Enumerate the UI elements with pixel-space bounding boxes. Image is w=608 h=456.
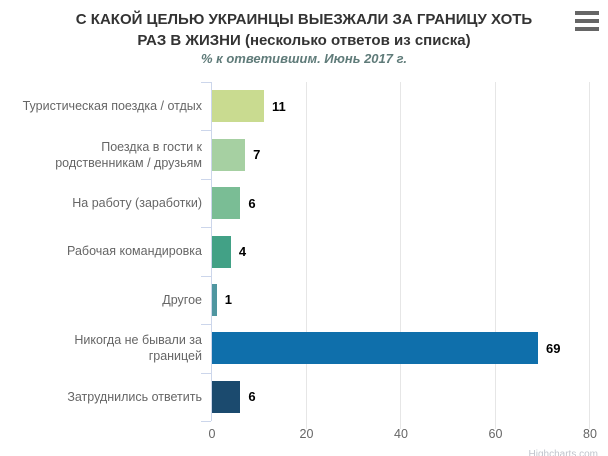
- category-label: Рабочая командировка: [0, 227, 202, 275]
- y-axis-tick: [201, 276, 211, 277]
- bar[interactable]: [212, 235, 231, 268]
- value-label: 6: [248, 389, 256, 405]
- value-label: 4: [238, 243, 247, 259]
- category-label-line: Затруднились ответить: [67, 389, 202, 404]
- value-label: 11: [271, 98, 286, 114]
- x-axis-tick-label: 20: [299, 427, 314, 441]
- chart-title: С КАКОЙ ЦЕЛЬЮ УКРАИНЦЫ ВЫЕЗЖАЛИ ЗА ГРАНИ…: [0, 9, 608, 51]
- category-label: Поездка в гости к родственникам / друзьям: [0, 130, 202, 178]
- value-label: 69: [546, 340, 561, 356]
- hamburger-icon-bar: [575, 11, 599, 15]
- y-axis-line: [211, 82, 212, 421]
- category-label-line: Никогда не бывали за: [74, 333, 202, 348]
- y-axis-tick: [201, 179, 211, 180]
- y-axis-tick: [201, 421, 211, 422]
- x-axis-tick-label: 60: [488, 427, 503, 441]
- category-label: Туристическая поездка / отдых: [0, 82, 202, 130]
- category-label-line: Рабочая командировка: [67, 244, 202, 259]
- bar[interactable]: [212, 90, 264, 123]
- y-axis-tick: [201, 324, 211, 325]
- export-menu-button[interactable]: [575, 11, 601, 31]
- gridline: [589, 82, 590, 429]
- watermark: Highcharts.com: [528, 449, 598, 456]
- y-axis-tick: [201, 82, 211, 83]
- gridline: [494, 82, 496, 429]
- y-axis-tick: [201, 130, 211, 131]
- x-axis-tick-label: 40: [394, 427, 408, 441]
- x-axis-tick-label: 80: [583, 427, 597, 441]
- hamburger-icon-bar: [575, 19, 599, 23]
- y-axis-tick: [201, 373, 211, 374]
- category-label-line: родственникам / друзьям: [55, 155, 202, 170]
- bar[interactable]: [212, 332, 539, 365]
- y-axis-tick: [201, 227, 211, 228]
- category-label-line: Другое: [162, 292, 202, 307]
- chart-title-line: С КАКОЙ ЦЕЛЬЮ УКРАИНЦЫ ВЫЕЗЖАЛИ ЗА ГРАНИ…: [75, 11, 533, 28]
- value-label: 7: [253, 147, 261, 163]
- x-axis-tick-label: 0: [208, 427, 216, 441]
- category-label: Никогда не бывали за границей: [0, 324, 202, 372]
- category-label: На работу (заработки): [0, 179, 202, 227]
- bar[interactable]: [212, 380, 241, 413]
- gridline: [305, 82, 307, 429]
- category-label-line: Поездка в гости к: [101, 139, 202, 154]
- category-label-line: Туристическая поездка / отдых: [22, 99, 202, 114]
- category-label-line: границей: [148, 349, 202, 364]
- category-label-line: На работу (заработки): [72, 196, 202, 211]
- gridline: [400, 82, 401, 429]
- chart-subtitle: % к ответившим. Июнь 2017 г.: [200, 51, 407, 66]
- bar[interactable]: [212, 187, 241, 220]
- value-label: 6: [248, 195, 256, 211]
- bar[interactable]: [212, 283, 217, 316]
- chart-title-line: РАЗ В ЖИЗНИ (несколько ответов из списка…: [137, 32, 471, 49]
- bar[interactable]: [212, 138, 246, 171]
- category-label: Другое: [0, 276, 202, 324]
- hamburger-icon-bar: [575, 27, 599, 31]
- value-label: 1: [224, 292, 232, 308]
- category-label: Затруднились ответить: [0, 373, 202, 421]
